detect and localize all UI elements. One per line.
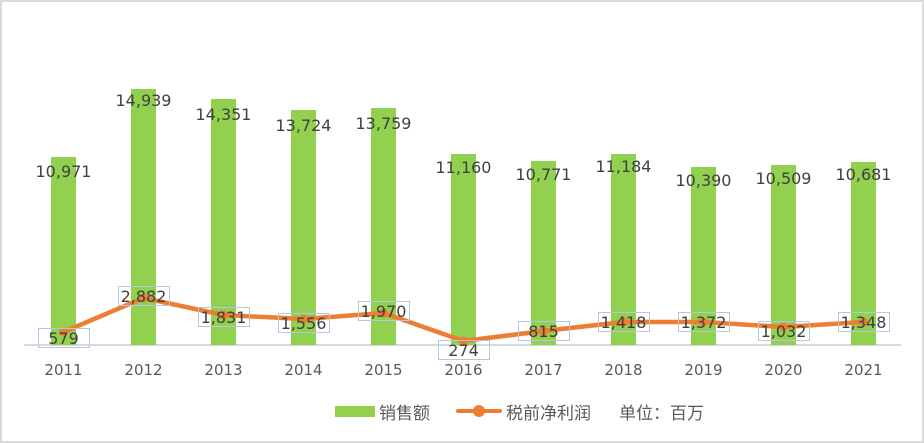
profit-value-label: 1,372 [677, 312, 730, 332]
profit-marker-icon [299, 314, 308, 324]
x-tick-label: 2012 [124, 361, 163, 379]
sales-value-label: 13,759 [355, 114, 412, 133]
sales-value-label: 10,390 [675, 171, 732, 190]
profit-marker-icon [779, 322, 788, 332]
profit-marker-icon [539, 326, 548, 336]
profit-value-label: 579 [37, 328, 90, 348]
sales-bar-2017 [531, 161, 556, 345]
profit-marker-icon [219, 310, 228, 320]
sales-value-label: 14,351 [195, 105, 252, 124]
sales-bar-2014 [291, 110, 316, 345]
profit-marker-icon [619, 317, 628, 327]
sales-bar-2021 [851, 162, 876, 345]
sales-bar-2016 [451, 154, 476, 345]
sales-bar-2015 [371, 108, 396, 345]
sales-value-label: 11,184 [595, 157, 652, 176]
sales-value-label: 10,509 [755, 169, 812, 188]
profit-value-label: 1,556 [277, 313, 330, 333]
sales-value-label: 10,681 [835, 165, 892, 184]
sales-bar-2019 [691, 167, 716, 345]
profit-value-label: 274 [437, 340, 490, 360]
x-tick-label: 2021 [844, 361, 883, 379]
profit-value-label: 1,970 [357, 301, 410, 321]
x-tick-label: 2019 [684, 361, 723, 379]
x-tick-label: 2013 [204, 361, 243, 379]
profit-marker-icon [699, 317, 708, 327]
legend-line-marker-icon [456, 404, 502, 418]
legend-bar-swatch-icon [335, 405, 375, 417]
x-tick-label: 2018 [604, 361, 643, 379]
sales-value-label: 10,971 [35, 162, 92, 181]
sales-value-label: 14,939 [115, 91, 172, 110]
profit-value-label: 2,882 [117, 286, 170, 306]
sales-bar-2013 [211, 99, 236, 345]
profit-marker-icon [859, 317, 868, 327]
profit-value-label: 815 [517, 321, 570, 341]
sales-value-label: 13,724 [275, 116, 332, 135]
legend-line-label: 税前净利润 [506, 403, 591, 424]
profit-marker-icon [139, 293, 148, 303]
profit-value-label: 1,418 [597, 312, 650, 332]
sales-bar-2018 [611, 154, 636, 345]
x-tick-label: 2020 [764, 361, 803, 379]
x-tick-label: 2014 [284, 361, 323, 379]
x-tick-label: 2011 [44, 361, 83, 379]
legend: 销售额 税前净利润 单位：百万 [335, 396, 704, 426]
profit-value-label: 1,032 [757, 321, 810, 341]
x-tick-label: 2015 [364, 361, 403, 379]
sales-value-label: 11,160 [435, 158, 492, 177]
profit-marker-icon [59, 327, 68, 337]
profit-value-label: 1,831 [197, 307, 250, 327]
unit-label: 单位：百万 [619, 403, 704, 424]
legend-bar-label: 销售额 [379, 403, 430, 424]
sales-bar-2020 [771, 165, 796, 345]
x-tick-label: 2017 [524, 361, 563, 379]
profit-value-label: 1,348 [837, 312, 890, 332]
profit-marker-icon [459, 336, 468, 346]
sales-value-label: 10,771 [515, 165, 572, 184]
x-tick-label: 2016 [444, 361, 483, 379]
sales-bar-2011 [51, 157, 76, 345]
profit-marker-icon [379, 308, 388, 318]
